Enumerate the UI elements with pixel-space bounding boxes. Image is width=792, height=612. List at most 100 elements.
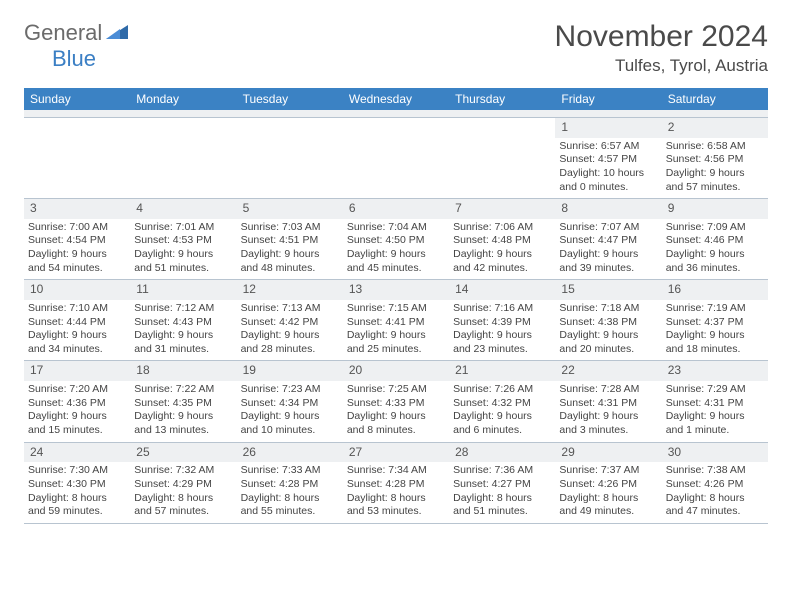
- sunset-text: Sunset: 4:57 PM: [559, 153, 657, 167]
- sunset-text: Sunset: 4:37 PM: [666, 316, 764, 330]
- sunrise-text: Sunrise: 7:04 AM: [347, 221, 445, 235]
- sunrise-text: Sunrise: 7:36 AM: [453, 464, 551, 478]
- daylight-text: Daylight: 10 hours and 0 minutes.: [559, 167, 657, 194]
- sunset-text: Sunset: 4:56 PM: [666, 153, 764, 167]
- sunset-text: Sunset: 4:36 PM: [28, 397, 126, 411]
- day-cell: 26Sunrise: 7:33 AMSunset: 4:28 PMDayligh…: [237, 443, 343, 523]
- daylight-text: Daylight: 9 hours and 3 minutes.: [559, 410, 657, 437]
- day-number: 21: [449, 361, 555, 381]
- day-number: 10: [24, 280, 130, 300]
- sunrise-text: Sunrise: 7:09 AM: [666, 221, 764, 235]
- sunset-text: Sunset: 4:39 PM: [453, 316, 551, 330]
- day-content: Sunrise: 7:29 AMSunset: 4:31 PMDaylight:…: [662, 381, 768, 442]
- day-number: 25: [130, 443, 236, 463]
- daylight-text: Daylight: 9 hours and 13 minutes.: [134, 410, 232, 437]
- day-cell: 24Sunrise: 7:30 AMSunset: 4:30 PMDayligh…: [24, 443, 130, 523]
- day-number: 20: [343, 361, 449, 381]
- day-cell: 13Sunrise: 7:15 AMSunset: 4:41 PMDayligh…: [343, 280, 449, 360]
- day-number: 13: [343, 280, 449, 300]
- sunrise-text: Sunrise: 7:30 AM: [28, 464, 126, 478]
- daylight-text: Daylight: 8 hours and 49 minutes.: [559, 492, 657, 519]
- sunrise-text: Sunrise: 7:22 AM: [134, 383, 232, 397]
- sunset-text: Sunset: 4:41 PM: [347, 316, 445, 330]
- sunrise-text: Sunrise: 7:23 AM: [241, 383, 339, 397]
- sunset-text: Sunset: 4:35 PM: [134, 397, 232, 411]
- day-content: Sunrise: 7:30 AMSunset: 4:30 PMDaylight:…: [24, 462, 130, 523]
- day-cell: 8Sunrise: 7:07 AMSunset: 4:47 PMDaylight…: [555, 199, 661, 279]
- day-number: 22: [555, 361, 661, 381]
- day-cell: 17Sunrise: 7:20 AMSunset: 4:36 PMDayligh…: [24, 361, 130, 441]
- sunrise-text: Sunrise: 7:13 AM: [241, 302, 339, 316]
- sunset-text: Sunset: 4:30 PM: [28, 478, 126, 492]
- day-number: 4: [130, 199, 236, 219]
- day-content: Sunrise: 7:32 AMSunset: 4:29 PMDaylight:…: [130, 462, 236, 523]
- daylight-text: Daylight: 9 hours and 36 minutes.: [666, 248, 764, 275]
- day-cell: 1Sunrise: 6:57 AMSunset: 4:57 PMDaylight…: [555, 118, 661, 198]
- day-cell: [130, 118, 236, 198]
- day-content: Sunrise: 7:01 AMSunset: 4:53 PMDaylight:…: [130, 219, 236, 280]
- day-content: Sunrise: 7:38 AMSunset: 4:26 PMDaylight:…: [662, 462, 768, 523]
- day-number: 17: [24, 361, 130, 381]
- sunrise-text: Sunrise: 7:10 AM: [28, 302, 126, 316]
- day-cell: [24, 118, 130, 198]
- location: Tulfes, Tyrol, Austria: [555, 56, 768, 76]
- day-content: Sunrise: 7:07 AMSunset: 4:47 PMDaylight:…: [555, 219, 661, 280]
- week-row: 17Sunrise: 7:20 AMSunset: 4:36 PMDayligh…: [24, 361, 768, 442]
- daylight-text: Daylight: 9 hours and 18 minutes.: [666, 329, 764, 356]
- day-header-thu: Thursday: [449, 88, 555, 110]
- day-cell: 15Sunrise: 7:18 AMSunset: 4:38 PMDayligh…: [555, 280, 661, 360]
- sunset-text: Sunset: 4:54 PM: [28, 234, 126, 248]
- sunset-text: Sunset: 4:47 PM: [559, 234, 657, 248]
- logo-text-gray: General: [24, 20, 102, 46]
- header: General November 2024 Tulfes, Tyrol, Aus…: [24, 20, 768, 76]
- day-header-tue: Tuesday: [237, 88, 343, 110]
- day-cell: [343, 118, 449, 198]
- day-number: 5: [237, 199, 343, 219]
- sunset-text: Sunset: 4:46 PM: [666, 234, 764, 248]
- day-content: Sunrise: 7:23 AMSunset: 4:34 PMDaylight:…: [237, 381, 343, 442]
- sunrise-text: Sunrise: 7:28 AM: [559, 383, 657, 397]
- sunset-text: Sunset: 4:38 PM: [559, 316, 657, 330]
- day-content: Sunrise: 6:57 AMSunset: 4:57 PMDaylight:…: [555, 138, 661, 199]
- day-number: 29: [555, 443, 661, 463]
- day-content: Sunrise: 7:04 AMSunset: 4:50 PMDaylight:…: [343, 219, 449, 280]
- sunrise-text: Sunrise: 6:57 AM: [559, 140, 657, 154]
- sunset-text: Sunset: 4:51 PM: [241, 234, 339, 248]
- daylight-text: Daylight: 8 hours and 53 minutes.: [347, 492, 445, 519]
- day-header-row: Sunday Monday Tuesday Wednesday Thursday…: [24, 88, 768, 110]
- sunset-text: Sunset: 4:29 PM: [134, 478, 232, 492]
- day-cell: 2Sunrise: 6:58 AMSunset: 4:56 PMDaylight…: [662, 118, 768, 198]
- day-content: Sunrise: 7:16 AMSunset: 4:39 PMDaylight:…: [449, 300, 555, 361]
- sunrise-text: Sunrise: 7:34 AM: [347, 464, 445, 478]
- daylight-text: Daylight: 9 hours and 6 minutes.: [453, 410, 551, 437]
- weeks-container: 1Sunrise: 6:57 AMSunset: 4:57 PMDaylight…: [24, 118, 768, 524]
- day-content: Sunrise: 7:33 AMSunset: 4:28 PMDaylight:…: [237, 462, 343, 523]
- daylight-text: Daylight: 9 hours and 45 minutes.: [347, 248, 445, 275]
- sunrise-text: Sunrise: 7:19 AM: [666, 302, 764, 316]
- sunrise-text: Sunrise: 7:00 AM: [28, 221, 126, 235]
- daylight-text: Daylight: 9 hours and 54 minutes.: [28, 248, 126, 275]
- daylight-text: Daylight: 9 hours and 15 minutes.: [28, 410, 126, 437]
- sunrise-text: Sunrise: 7:12 AM: [134, 302, 232, 316]
- sunrise-text: Sunrise: 7:07 AM: [559, 221, 657, 235]
- day-number: 15: [555, 280, 661, 300]
- daylight-text: Daylight: 9 hours and 39 minutes.: [559, 248, 657, 275]
- day-number: 9: [662, 199, 768, 219]
- sunrise-text: Sunrise: 6:58 AM: [666, 140, 764, 154]
- day-content: Sunrise: 6:58 AMSunset: 4:56 PMDaylight:…: [662, 138, 768, 199]
- week-row: 24Sunrise: 7:30 AMSunset: 4:30 PMDayligh…: [24, 443, 768, 524]
- sunrise-text: Sunrise: 7:06 AM: [453, 221, 551, 235]
- day-content: Sunrise: 7:37 AMSunset: 4:26 PMDaylight:…: [555, 462, 661, 523]
- day-cell: 5Sunrise: 7:03 AMSunset: 4:51 PMDaylight…: [237, 199, 343, 279]
- sunset-text: Sunset: 4:42 PM: [241, 316, 339, 330]
- day-content: Sunrise: 7:06 AMSunset: 4:48 PMDaylight:…: [449, 219, 555, 280]
- day-cell: 21Sunrise: 7:26 AMSunset: 4:32 PMDayligh…: [449, 361, 555, 441]
- day-cell: 7Sunrise: 7:06 AMSunset: 4:48 PMDaylight…: [449, 199, 555, 279]
- sunrise-text: Sunrise: 7:03 AM: [241, 221, 339, 235]
- sunrise-text: Sunrise: 7:33 AM: [241, 464, 339, 478]
- day-content: Sunrise: 7:26 AMSunset: 4:32 PMDaylight:…: [449, 381, 555, 442]
- day-number: 14: [449, 280, 555, 300]
- day-number: 30: [662, 443, 768, 463]
- day-cell: 3Sunrise: 7:00 AMSunset: 4:54 PMDaylight…: [24, 199, 130, 279]
- day-content: Sunrise: 7:00 AMSunset: 4:54 PMDaylight:…: [24, 219, 130, 280]
